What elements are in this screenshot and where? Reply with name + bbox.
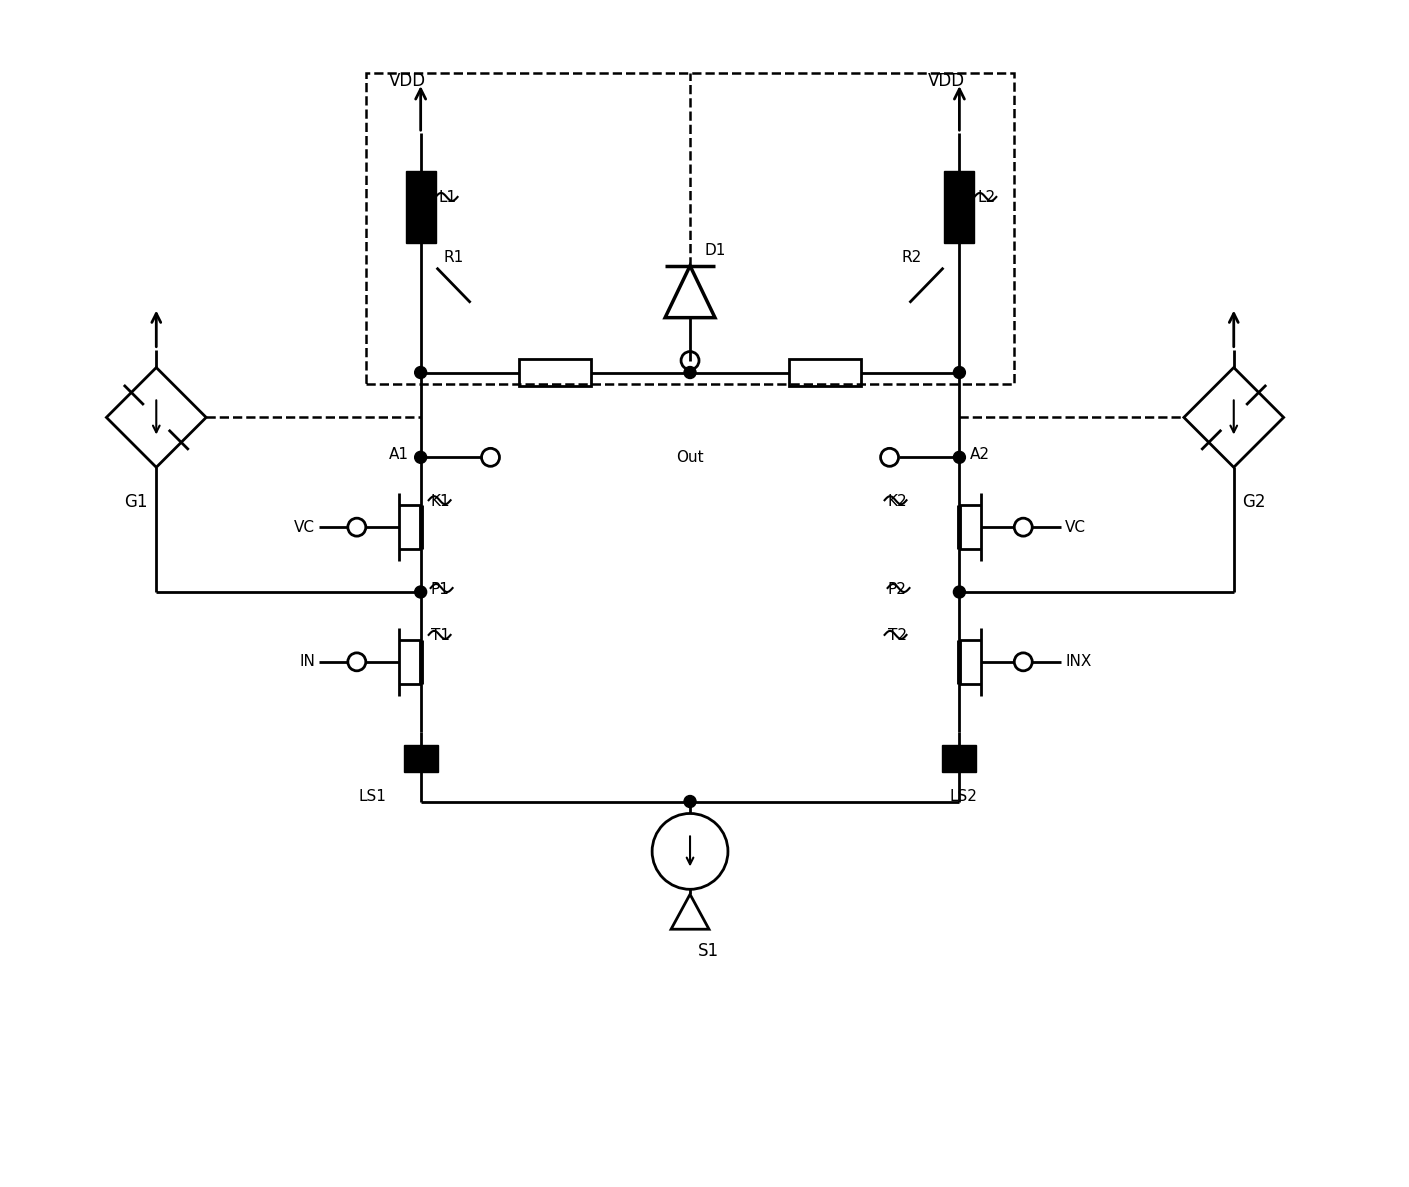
Text: VDD: VDD (389, 72, 426, 90)
Text: K1: K1 (431, 494, 451, 509)
Circle shape (683, 367, 696, 379)
Bar (789, 358, 861, 386)
Circle shape (954, 367, 965, 379)
Text: G1: G1 (124, 494, 148, 512)
Circle shape (414, 451, 427, 463)
Circle shape (683, 795, 696, 807)
Text: LS2: LS2 (950, 789, 978, 804)
Text: T2: T2 (888, 628, 906, 643)
Text: A1: A1 (389, 446, 409, 462)
Circle shape (414, 586, 427, 598)
Text: D1: D1 (704, 243, 726, 259)
Text: A2: A2 (969, 446, 989, 462)
Text: P2: P2 (888, 582, 906, 597)
Text: VC: VC (1065, 520, 1086, 534)
Bar (944, 171, 975, 243)
Text: VDD: VDD (927, 72, 965, 90)
Text: L1: L1 (438, 190, 457, 205)
Bar (404, 745, 438, 772)
Text: P1: P1 (431, 582, 449, 597)
Bar (406, 171, 435, 243)
Text: VC: VC (294, 520, 316, 534)
Circle shape (954, 451, 965, 463)
Bar (943, 745, 976, 772)
Text: S1: S1 (697, 942, 719, 960)
Text: T1: T1 (431, 628, 449, 643)
Text: INX: INX (1065, 654, 1092, 669)
Bar (520, 358, 592, 386)
Circle shape (414, 367, 427, 379)
Text: LS1: LS1 (359, 789, 386, 804)
Text: R1: R1 (444, 250, 464, 265)
Text: R2: R2 (902, 250, 921, 265)
Text: G2: G2 (1241, 494, 1265, 512)
Text: IN: IN (299, 654, 316, 669)
Text: K2: K2 (888, 494, 907, 509)
Text: L2: L2 (978, 190, 996, 205)
Bar (366, 74, 1014, 385)
Text: Out: Out (676, 450, 704, 465)
Circle shape (954, 586, 965, 598)
